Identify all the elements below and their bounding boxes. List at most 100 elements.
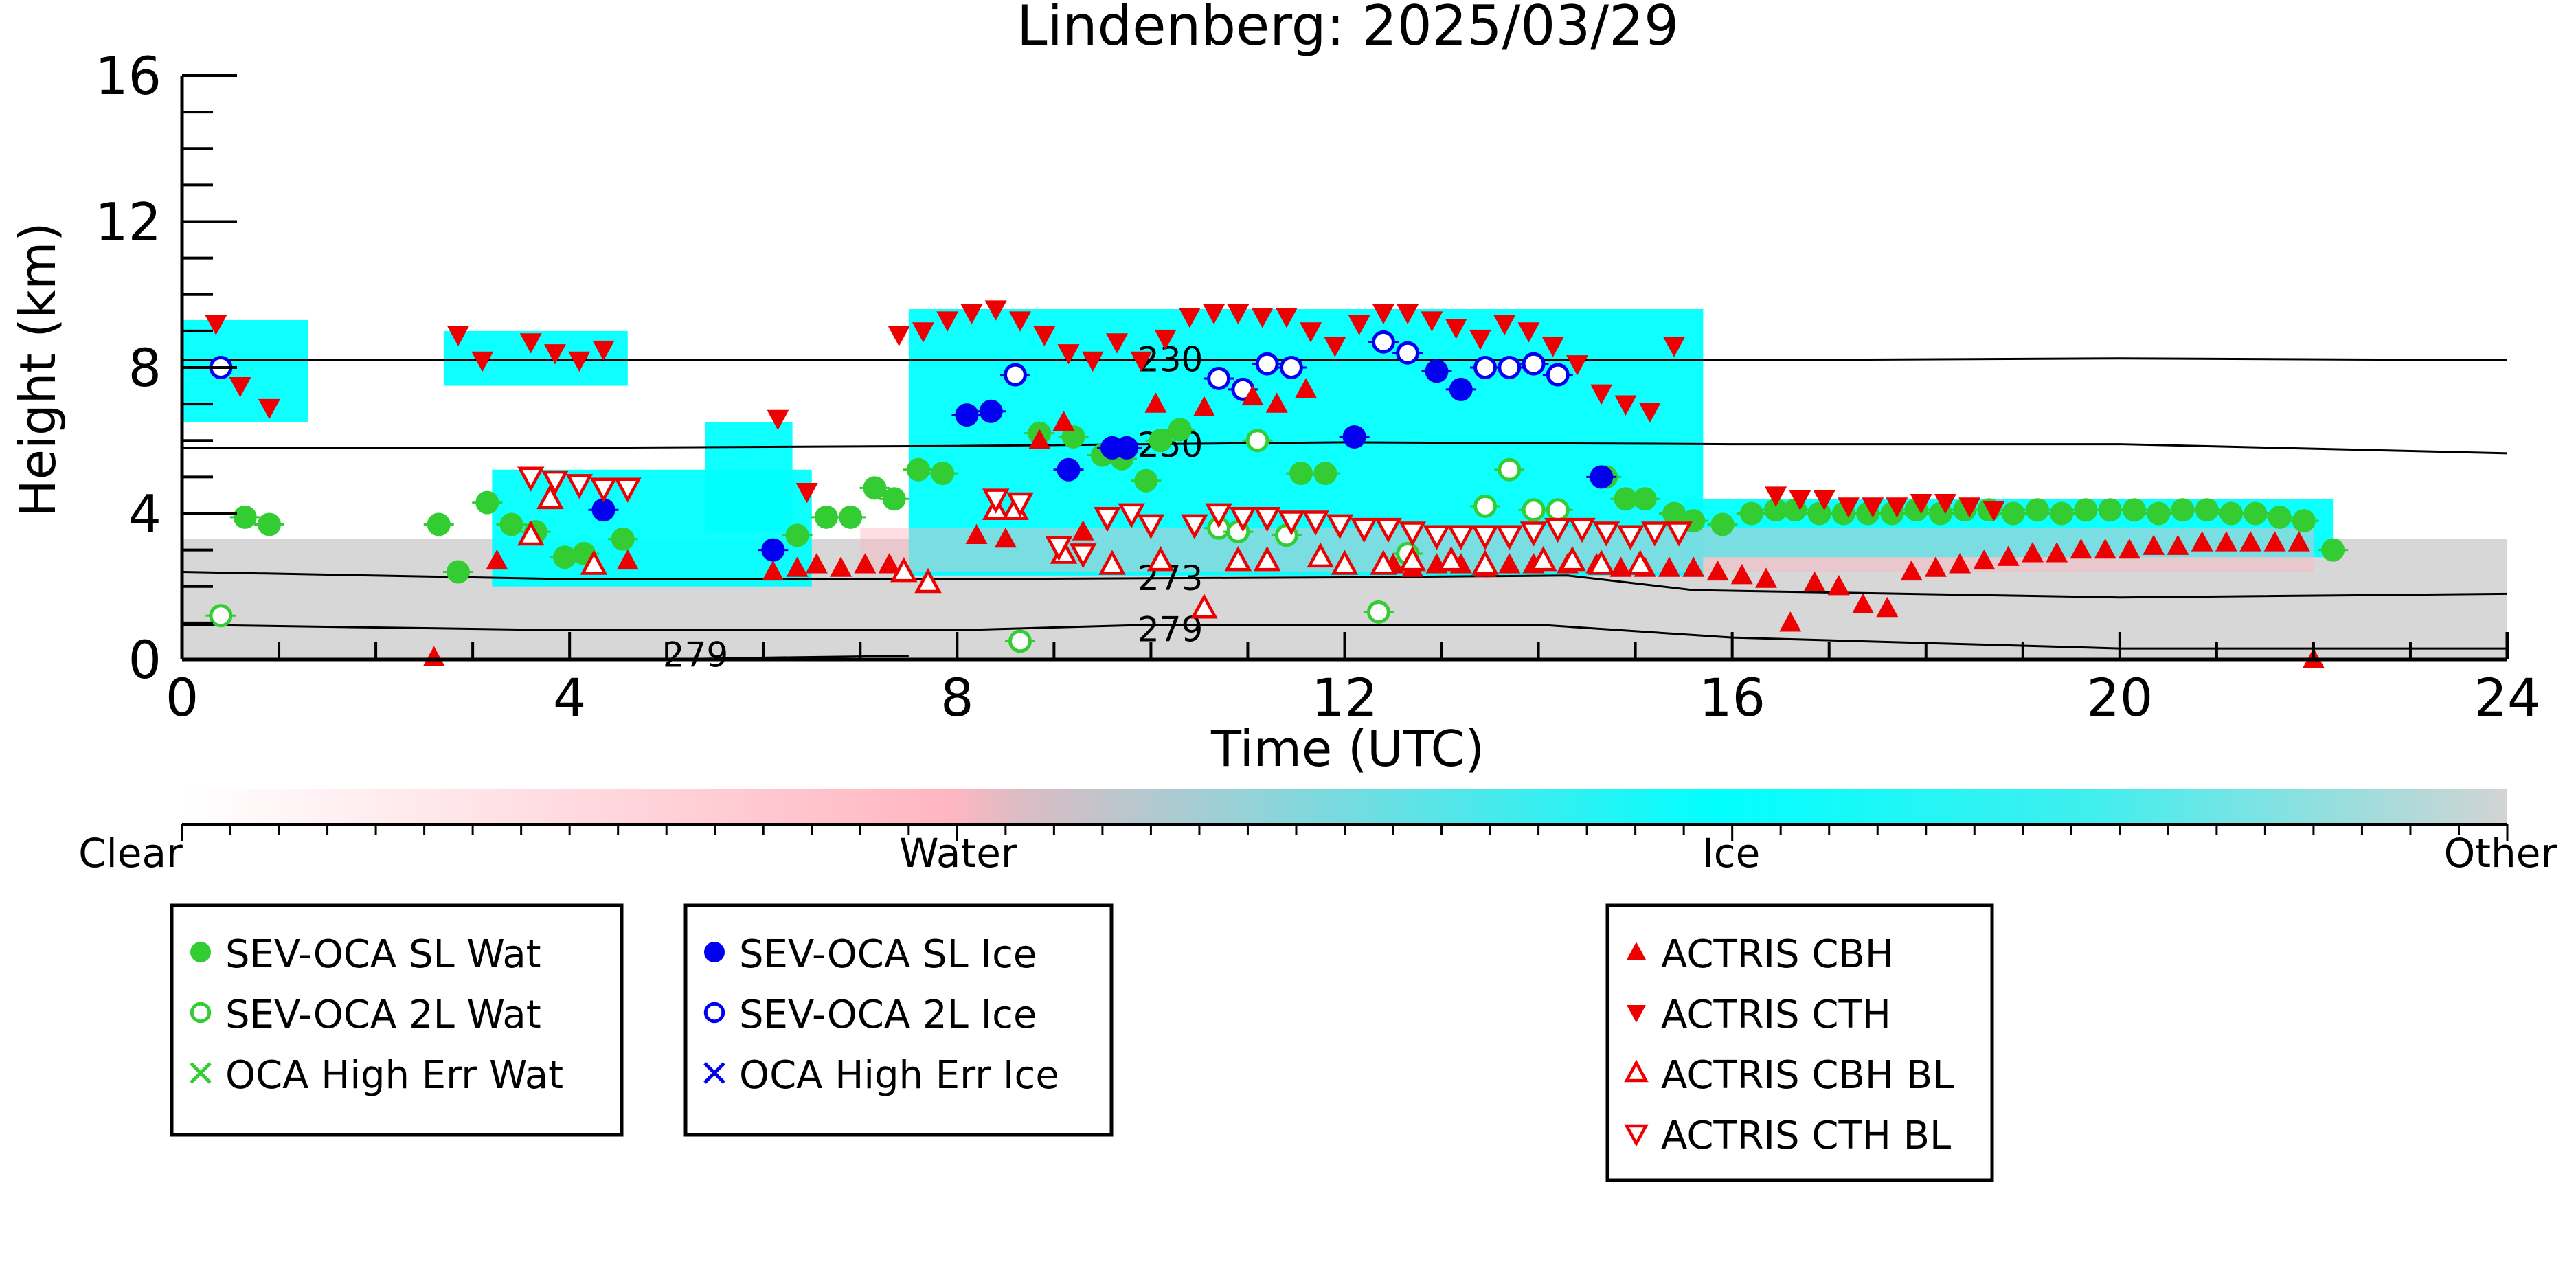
data-point bbox=[2195, 498, 2219, 522]
chart-title: Lindenberg: 2025/03/29 bbox=[1017, 0, 1679, 58]
data-point bbox=[761, 538, 785, 562]
isotherm-line bbox=[181, 624, 2507, 650]
x-tick-label: 4 bbox=[553, 667, 586, 728]
legend-label: SEV-OCA SL Wat bbox=[225, 932, 541, 977]
data-point bbox=[888, 326, 910, 346]
legend-label: ACTRIS CTH bbox=[1661, 993, 1891, 1037]
x-tick-label: 24 bbox=[2474, 667, 2541, 728]
data-point bbox=[1193, 396, 1215, 417]
data-point bbox=[1190, 594, 1218, 619]
data-point bbox=[1227, 304, 1250, 325]
data-point bbox=[2321, 538, 2345, 562]
data-point bbox=[1982, 501, 2005, 521]
data-point bbox=[2268, 505, 2292, 529]
data-point bbox=[1614, 487, 1638, 511]
data-point bbox=[2074, 498, 2098, 522]
x-tick-label: 0 bbox=[166, 667, 199, 728]
x-tick-label: 8 bbox=[940, 667, 973, 728]
legend-marker bbox=[1627, 1004, 1646, 1023]
data-point bbox=[1665, 521, 1693, 547]
data-point bbox=[814, 505, 838, 529]
data-point bbox=[592, 340, 615, 361]
data-point bbox=[1366, 600, 1390, 624]
data-point bbox=[2244, 501, 2268, 526]
legend-box: SEV-OCA SL Wat SEV-OCA 2L Wat OCA High Err… bbox=[170, 903, 624, 1137]
data-point bbox=[2050, 501, 2074, 526]
data-point bbox=[1473, 494, 1497, 518]
data-point bbox=[2118, 538, 2140, 559]
legend-box: ACTRIS CBH ACTRIS CTH ACTRIS CBH BL ACTRIS … bbox=[1605, 903, 1994, 1182]
data-point bbox=[1973, 549, 1996, 570]
data-point bbox=[2219, 501, 2244, 526]
isotherm-line bbox=[181, 571, 2508, 599]
data-point bbox=[1006, 492, 1034, 518]
data-point bbox=[233, 505, 257, 529]
data-point bbox=[890, 556, 918, 583]
data-point bbox=[1144, 392, 1167, 413]
data-point bbox=[1350, 517, 1378, 543]
legend-label: ACTRIS CBH bbox=[1661, 932, 1894, 977]
data-point bbox=[2263, 531, 2286, 552]
data-point bbox=[1052, 410, 1075, 431]
y-axis-label: Height (km) bbox=[9, 223, 67, 517]
data-point bbox=[1710, 512, 1735, 536]
data-point bbox=[1251, 308, 1274, 328]
data-point bbox=[1146, 546, 1175, 572]
data-point bbox=[1755, 567, 1778, 588]
data-point bbox=[475, 490, 499, 515]
data-point bbox=[2143, 534, 2165, 555]
colorbar-label: Water bbox=[899, 830, 1017, 877]
data-point bbox=[1241, 385, 1264, 406]
data-point bbox=[1300, 322, 1322, 343]
data-point bbox=[1473, 356, 1497, 379]
isotherm-line bbox=[182, 357, 2508, 361]
data-point bbox=[960, 304, 983, 325]
data-point bbox=[1279, 356, 1303, 379]
data-point bbox=[1469, 329, 1491, 350]
data-point bbox=[1641, 521, 1669, 547]
legend-label: ACTRIS CTH BL bbox=[1661, 1114, 1951, 1158]
colorbar-label: Clear bbox=[78, 830, 183, 877]
data-point bbox=[1495, 525, 1524, 550]
data-point bbox=[1789, 490, 1811, 511]
data-point bbox=[1203, 304, 1225, 325]
data-point bbox=[1522, 352, 1546, 376]
data-point bbox=[1529, 546, 1557, 572]
data-point bbox=[1852, 593, 1875, 613]
data-point bbox=[486, 549, 508, 570]
legend-marker bbox=[190, 1062, 212, 1084]
legend-label: SEV-OCA SL Ice bbox=[739, 932, 1037, 977]
y-tick-label: 4 bbox=[128, 484, 161, 545]
data-point bbox=[1559, 546, 1586, 572]
data-point bbox=[1134, 468, 1158, 493]
data-point bbox=[2021, 542, 2044, 563]
data-point bbox=[1045, 536, 1073, 561]
data-point bbox=[767, 409, 789, 431]
data-point bbox=[1730, 564, 1753, 585]
data-point bbox=[1224, 546, 1252, 572]
data-point bbox=[1342, 425, 1366, 449]
cloud-region-ice bbox=[182, 319, 308, 422]
legend-marker bbox=[704, 942, 725, 962]
series-actris-cbh-bl bbox=[517, 484, 1654, 619]
data-point bbox=[1519, 521, 1548, 547]
data-point bbox=[1118, 503, 1145, 529]
data-point bbox=[1626, 550, 1654, 575]
data-point bbox=[1498, 553, 1521, 574]
data-point bbox=[1498, 457, 1522, 482]
data-point bbox=[1421, 311, 1443, 332]
data-point bbox=[2287, 531, 2310, 552]
isotherm-label: 279 bbox=[663, 635, 728, 675]
data-point bbox=[1399, 546, 1427, 572]
legend-frame bbox=[170, 903, 624, 1137]
data-point bbox=[1372, 304, 1394, 325]
data-point bbox=[1544, 517, 1572, 543]
data-point bbox=[1663, 337, 1686, 357]
data-point bbox=[1614, 395, 1637, 416]
data-point bbox=[1633, 487, 1657, 511]
data-point bbox=[1592, 521, 1620, 547]
data-point bbox=[427, 512, 451, 536]
data-point bbox=[785, 523, 809, 547]
data-point bbox=[1278, 510, 1305, 536]
data-point bbox=[2167, 534, 2189, 555]
